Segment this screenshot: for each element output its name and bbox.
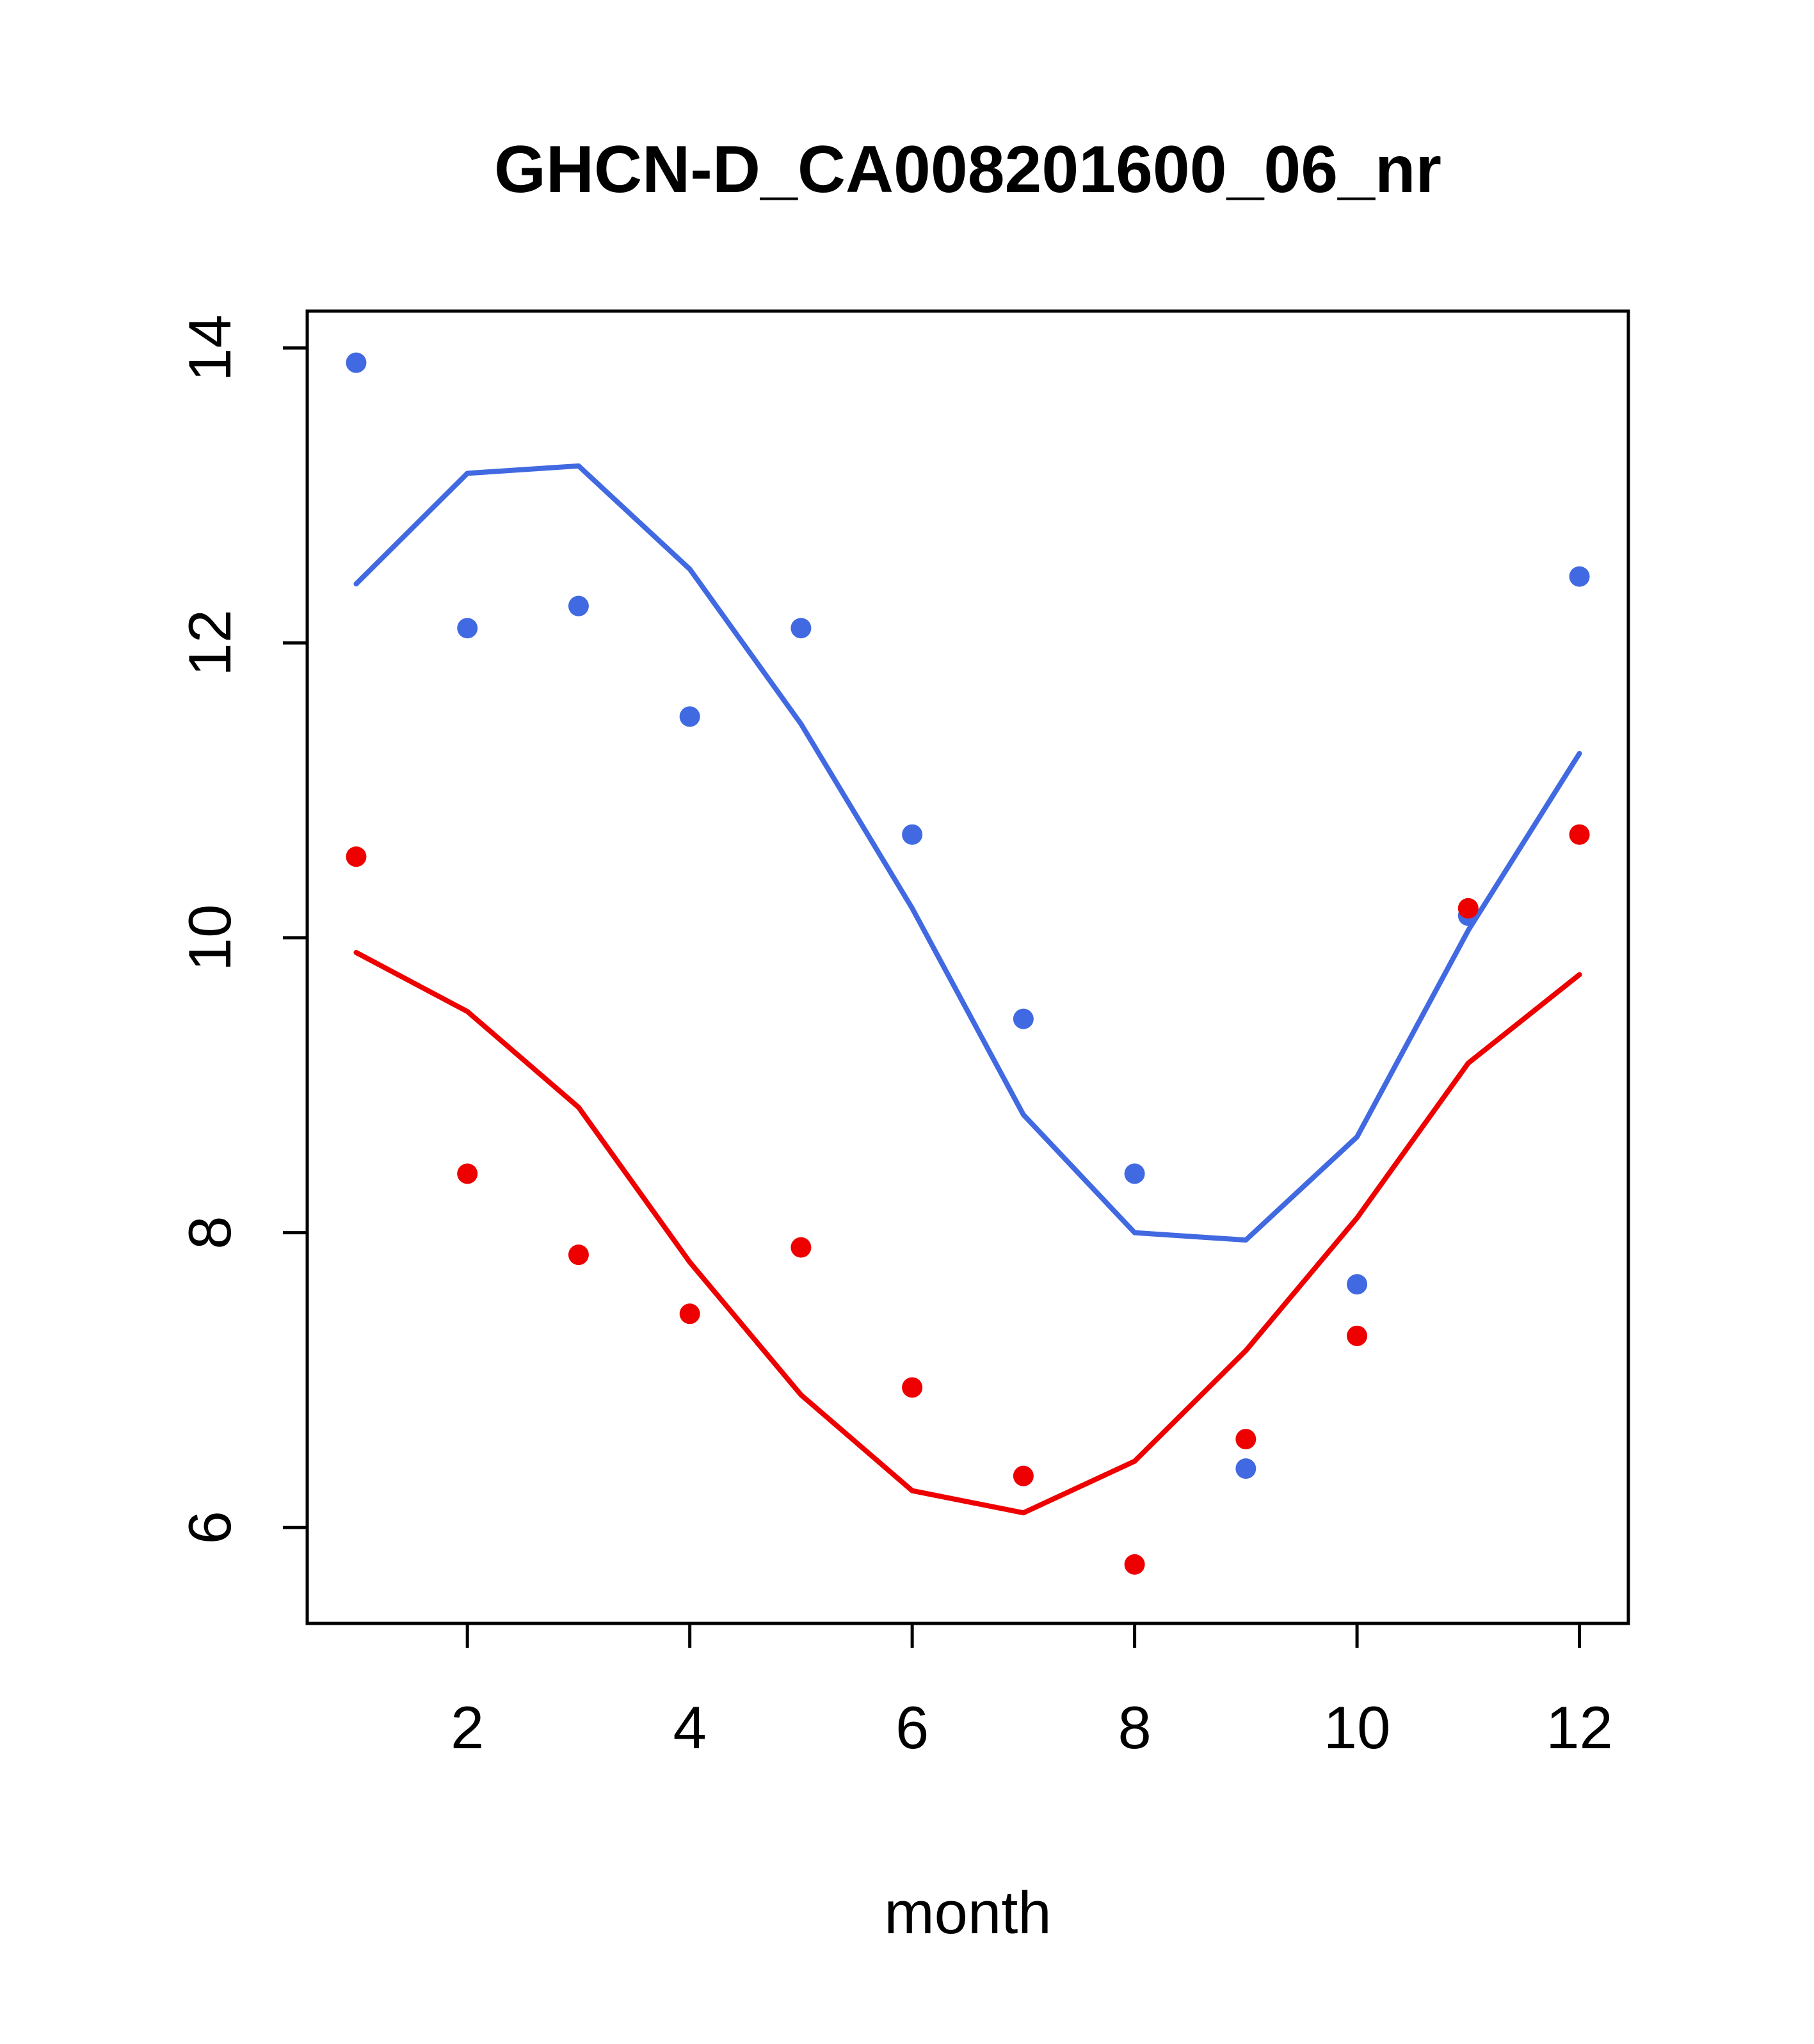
red-points-point [1124,1554,1145,1575]
blue-points-point [1124,1163,1145,1184]
red-points-point [791,1237,812,1258]
blue-points-point [1569,566,1590,587]
red-points-point [1013,1465,1034,1486]
blue-points-point [1013,1008,1034,1029]
blue-points-point [791,618,812,639]
x-tick-label: 10 [1324,1694,1391,1761]
x-axis-label: month [884,1879,1051,1946]
red-points-point [1235,1429,1256,1450]
plot-area: 2 4 6 8 10 12 6 8 10 12 14 [176,309,1630,1761]
red-points-point [1457,897,1479,919]
chart-title: GHCN-D_CA008201600_06_nr [494,133,1441,207]
y-tick-label: 6 [176,1511,243,1544]
blue-points-point [457,618,478,639]
blue-points-point [1235,1458,1256,1479]
x-tick-label: 4 [673,1694,707,1761]
x-tick-label: 8 [1118,1694,1151,1761]
x-tick-label: 6 [895,1694,929,1761]
red-points-point [679,1303,700,1324]
y-tick-label: 12 [176,609,243,677]
red-points-point [568,1244,589,1266]
red-points-point [457,1163,478,1184]
x-tick-label: 2 [451,1694,484,1761]
red-points-point [902,1377,923,1398]
y-tick-label: 14 [176,314,243,382]
blue-points-point [568,595,589,616]
blue-line [353,463,1582,1243]
red-points-point [1347,1325,1368,1346]
blue-points-point [679,706,700,727]
y-tick-label: 8 [176,1216,243,1249]
blue-points-point [1347,1274,1368,1295]
blue-points-point [902,824,923,845]
red-line [353,949,1582,1516]
y-tick-label: 10 [176,905,243,972]
x-tick-label: 12 [1546,1694,1613,1761]
red-points-point [346,846,367,867]
plot-box [305,309,1630,1625]
blue-points-point [346,352,367,373]
red-points-point [1569,824,1590,845]
